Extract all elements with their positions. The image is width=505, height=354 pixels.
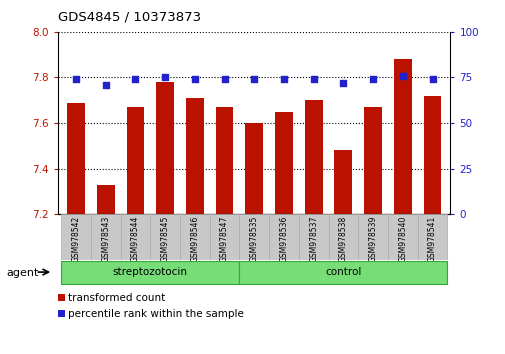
- Bar: [239, 214, 269, 260]
- Text: GSM978547: GSM978547: [220, 216, 229, 262]
- Point: [398, 73, 406, 79]
- Text: agent: agent: [7, 268, 39, 278]
- Point: [250, 76, 258, 82]
- Bar: [393, 59, 411, 214]
- Point: [72, 76, 80, 82]
- Text: GSM978539: GSM978539: [368, 216, 377, 262]
- Text: GSM978544: GSM978544: [131, 216, 140, 262]
- Point: [339, 80, 347, 86]
- Bar: [120, 214, 150, 260]
- Point: [220, 76, 228, 82]
- Bar: [156, 82, 174, 214]
- Point: [190, 76, 198, 82]
- Text: percentile rank within the sample: percentile rank within the sample: [68, 309, 244, 319]
- Text: GSM978540: GSM978540: [397, 216, 407, 262]
- Text: GSM978545: GSM978545: [160, 216, 169, 262]
- Text: GSM978542: GSM978542: [71, 216, 80, 262]
- Bar: [334, 150, 351, 214]
- Bar: [61, 214, 91, 260]
- Point: [131, 76, 139, 82]
- Bar: [126, 107, 144, 214]
- Bar: [387, 214, 417, 260]
- Text: GSM978543: GSM978543: [101, 216, 110, 262]
- Bar: [298, 214, 328, 260]
- Bar: [209, 214, 239, 260]
- Bar: [180, 214, 209, 260]
- Bar: [215, 107, 233, 214]
- Point: [279, 76, 287, 82]
- Bar: [67, 103, 85, 214]
- Text: GSM978535: GSM978535: [249, 216, 258, 262]
- Text: control: control: [325, 267, 361, 277]
- Text: GDS4845 / 10373873: GDS4845 / 10373873: [58, 10, 201, 23]
- Bar: [185, 98, 204, 214]
- Bar: [96, 184, 115, 214]
- Text: GSM978537: GSM978537: [309, 216, 318, 262]
- Bar: [245, 123, 263, 214]
- Bar: [91, 214, 120, 260]
- Bar: [269, 214, 298, 260]
- Text: GSM978541: GSM978541: [427, 216, 436, 262]
- Bar: [61, 261, 239, 284]
- Bar: [304, 100, 322, 214]
- Point: [368, 76, 376, 82]
- Bar: [358, 214, 387, 260]
- Point: [102, 82, 110, 87]
- Bar: [417, 214, 446, 260]
- Text: GSM978536: GSM978536: [279, 216, 288, 262]
- Point: [161, 75, 169, 80]
- Text: GSM978538: GSM978538: [338, 216, 347, 262]
- Text: transformed count: transformed count: [68, 293, 165, 303]
- Bar: [364, 107, 381, 214]
- Text: GSM978546: GSM978546: [190, 216, 199, 262]
- Point: [309, 76, 317, 82]
- Bar: [275, 112, 292, 214]
- Point: [428, 76, 436, 82]
- Bar: [150, 214, 180, 260]
- Bar: [328, 214, 358, 260]
- Bar: [423, 96, 440, 214]
- Text: streptozotocin: streptozotocin: [113, 267, 187, 277]
- Bar: [239, 261, 446, 284]
